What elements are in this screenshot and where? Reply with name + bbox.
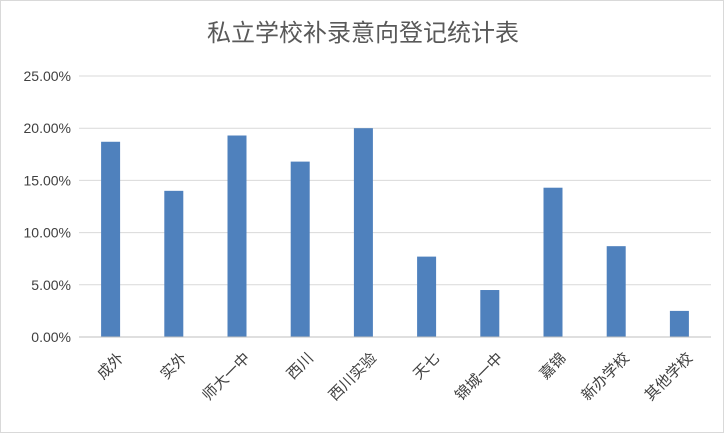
x-category-label: 天七	[409, 349, 443, 383]
x-category-label: 西川实验	[325, 349, 380, 404]
chart-title: 私立学校补录意向登记统计表	[207, 19, 519, 47]
y-tick-label: 20.00%	[24, 120, 71, 136]
y-tick-label: 10.00%	[24, 225, 71, 241]
y-axis-tick-labels: 0.00% 5.00% 10.00% 15.00% 20.00% 25.00%	[24, 68, 71, 345]
x-category-label: 西川	[283, 349, 317, 383]
bars	[101, 128, 689, 337]
bar	[417, 256, 437, 337]
bar	[606, 246, 626, 337]
x-category-label: 实外	[157, 349, 191, 383]
bar	[164, 190, 184, 337]
bar	[353, 128, 373, 337]
bar	[480, 290, 500, 337]
bar	[669, 310, 689, 337]
x-category-label: 新办学校	[578, 349, 633, 404]
x-category-label: 锦城一中	[451, 349, 506, 404]
y-tick-label: 0.00%	[31, 329, 71, 345]
gridlines	[79, 75, 711, 286]
bar	[101, 141, 121, 337]
x-category-label: 嘉锦	[536, 349, 570, 383]
y-tick-label: 5.00%	[31, 277, 71, 293]
bar	[227, 135, 247, 337]
x-category-label: 其他学校	[641, 349, 696, 404]
x-axis-category-labels: 成外 实外 师大一中 西川 西川实验 天七 锦城一中 嘉锦 新办学校 其他学校	[93, 349, 696, 404]
x-category-label: 成外	[93, 349, 127, 383]
y-tick-label: 25.00%	[24, 68, 71, 84]
y-tick-label: 15.00%	[24, 172, 71, 188]
x-category-label: 师大一中	[199, 349, 254, 404]
bar	[290, 161, 310, 337]
bar	[543, 187, 563, 337]
